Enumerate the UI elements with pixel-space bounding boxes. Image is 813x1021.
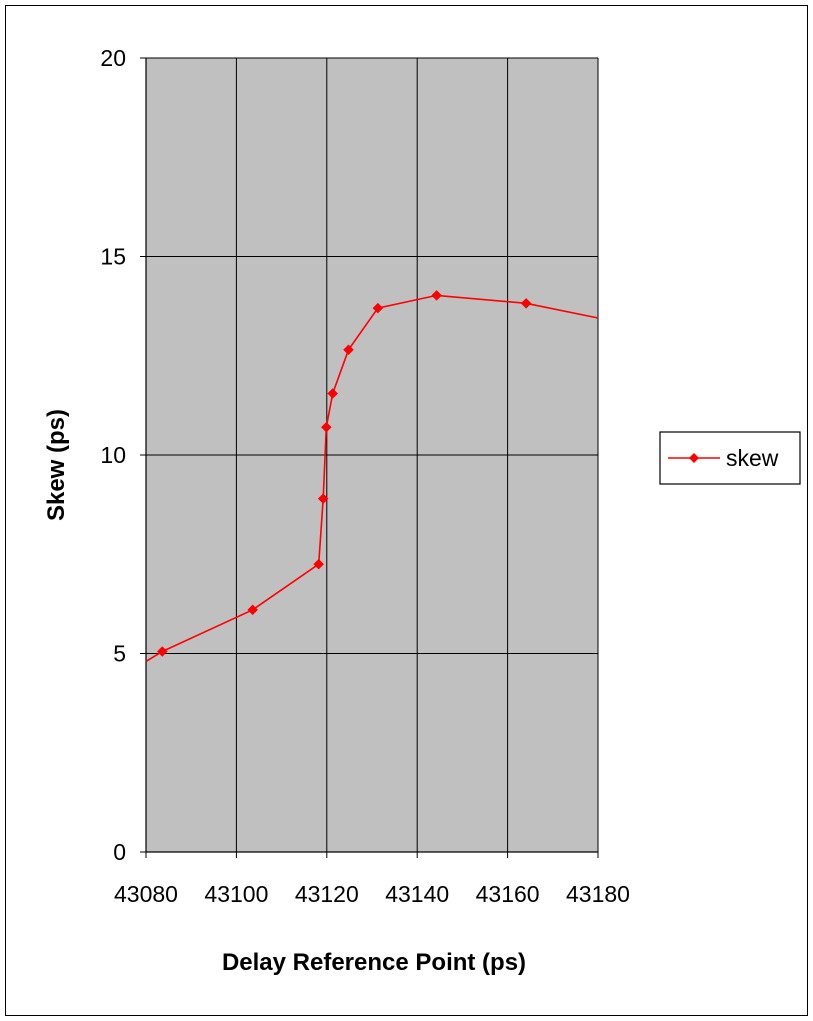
gridlines <box>146 57 599 852</box>
legend: skew <box>659 431 801 485</box>
y-tick-label: 10 <box>100 442 126 468</box>
data-point-marker <box>156 646 168 657</box>
y-tick-label: 0 <box>113 839 126 865</box>
x-tick-label: 43080 <box>114 881 178 907</box>
data-point-marker <box>327 388 339 399</box>
y-tick-label: 20 <box>100 45 126 71</box>
series-line-skew <box>145 294 599 663</box>
x-axis-title: Delay Reference Point (ps) <box>222 949 526 976</box>
x-tick-label: 43140 <box>385 881 449 907</box>
chart-frame: 0 5 10 15 20 43080 43100 43120 43140 43160 43180 … <box>5 5 808 1016</box>
data-point-marker <box>247 604 259 616</box>
y-axis-ticks: 0 5 10 15 20 <box>100 45 146 865</box>
x-axis-ticks: 43080 43100 43120 43140 43160 43180 <box>114 852 630 907</box>
x-tick-label: 43180 <box>566 881 630 907</box>
y-tick-label: 15 <box>100 244 126 270</box>
x-tick-label: 43160 <box>476 881 540 907</box>
data-point-marker <box>317 493 329 505</box>
data-point-marker <box>343 344 354 356</box>
legend-marker-diamond <box>689 453 699 463</box>
data-point-marker <box>313 558 325 570</box>
series-layer <box>145 290 599 663</box>
legend-label-skew: skew <box>726 445 779 471</box>
y-axis-title: Skew (ps) <box>43 409 70 521</box>
data-point-marker <box>520 297 532 309</box>
data-point-marker <box>431 290 442 301</box>
x-tick-label: 43120 <box>295 881 359 907</box>
x-tick-label: 43100 <box>204 881 268 907</box>
data-point-marker <box>320 421 332 433</box>
y-tick-label: 5 <box>113 641 126 667</box>
data-point-marker <box>372 302 384 314</box>
